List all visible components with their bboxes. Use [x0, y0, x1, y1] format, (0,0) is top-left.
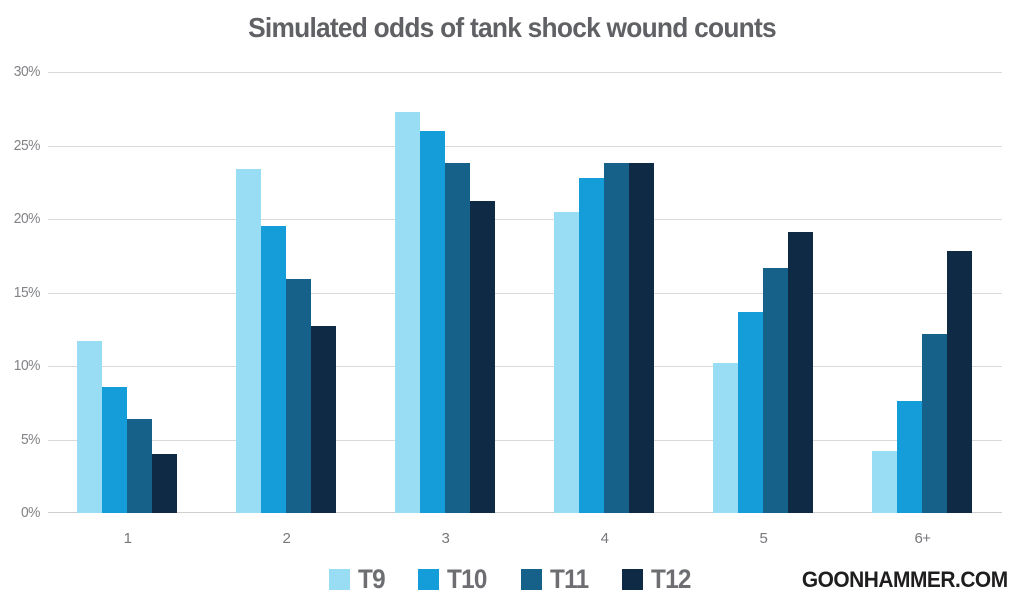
gridline-10pct: [48, 366, 1002, 368]
bar-t11-cat-4: [604, 163, 630, 513]
x-category-label: 6+: [914, 530, 931, 547]
bar-t11-cat-5: [763, 267, 789, 513]
legend-swatch-t12: [622, 569, 644, 590]
legend-swatch-t9: [328, 569, 350, 590]
bar-t9-cat-1: [77, 341, 103, 513]
legend-item-t9: T9: [328, 564, 388, 595]
y-axis: 0% 5% 10% 15% 20% 25% 30%: [0, 63, 41, 521]
bar-t9-cat-3: [395, 111, 421, 513]
legend-swatch-t11: [520, 569, 542, 590]
bar-t9-cat-2: [236, 169, 262, 513]
bar-group-4: 4: [525, 72, 684, 547]
y-tick-label: 25%: [13, 136, 41, 154]
y-tick-label: 5%: [20, 430, 40, 448]
bar-t9-cat-4: [554, 211, 580, 513]
plot-area: 1 2 3 4 5 6+: [48, 72, 1002, 547]
brand-watermark: GOONHAMMER.COM: [802, 567, 1008, 592]
x-category-label: 2: [282, 530, 291, 547]
legend-label: T12: [651, 564, 691, 594]
y-tick-label: 20%: [13, 210, 41, 228]
bar-t11-cat-1: [127, 418, 153, 513]
bar-group-6+: 6+: [843, 72, 1002, 547]
legend-item-t11: T11: [520, 564, 593, 595]
y-tick-label: 0%: [20, 504, 40, 521]
bar-t12-cat-1: [152, 454, 178, 513]
bar-t12-cat-3: [470, 201, 496, 513]
legend-label: T10: [446, 564, 487, 594]
gridline-15pct: [48, 292, 1002, 294]
legend-item-t12: T12: [622, 564, 695, 595]
x-category-label: 3: [441, 530, 450, 547]
bar-group-5: 5: [684, 72, 843, 547]
bar-group-2: 2: [207, 72, 366, 547]
legend-label: T9: [357, 564, 386, 594]
bar-t12-cat-6+: [947, 251, 973, 513]
bar-t9-cat-5: [713, 363, 739, 513]
bar-group-1: 1: [48, 72, 207, 547]
bar-group-3: 3: [366, 72, 525, 547]
gridline-30pct: [48, 72, 1002, 73]
bar-t10-cat-1: [102, 386, 128, 513]
bar-t10-cat-6+: [897, 401, 923, 513]
bar-t10-cat-3: [420, 130, 446, 513]
bar-t12-cat-4: [629, 163, 655, 513]
x-category-label: 5: [759, 530, 768, 547]
gridline-25pct: [48, 145, 1002, 147]
chart-title: Simulated odds of tank shock wound count…: [248, 12, 777, 43]
y-tick-label: 30%: [13, 63, 41, 80]
bar-t10-cat-2: [261, 226, 287, 513]
gridline-0pct: [48, 512, 1002, 513]
legend-item-t10: T10: [417, 564, 491, 595]
bar-t10-cat-5: [738, 311, 764, 513]
bar-t11-cat-3: [445, 163, 471, 513]
bar-t9-cat-6+: [872, 451, 898, 513]
legend-label: T11: [549, 564, 589, 594]
bar-t12-cat-5: [788, 232, 814, 513]
bar-t10-cat-4: [579, 177, 605, 513]
legend: T9 T10 T11 T12: [0, 564, 1024, 595]
bar-t12-cat-2: [311, 326, 337, 513]
y-tick-label: 15%: [13, 283, 41, 301]
y-tick-label: 10%: [13, 357, 41, 375]
bar-t11-cat-6+: [922, 333, 948, 513]
x-category-label: 4: [600, 530, 609, 547]
gridline-5pct: [48, 439, 1002, 441]
legend-swatch-t10: [417, 569, 439, 590]
bar-t11-cat-2: [286, 279, 312, 513]
x-category-label: 1: [123, 530, 132, 547]
gridline-20pct: [48, 219, 1002, 221]
